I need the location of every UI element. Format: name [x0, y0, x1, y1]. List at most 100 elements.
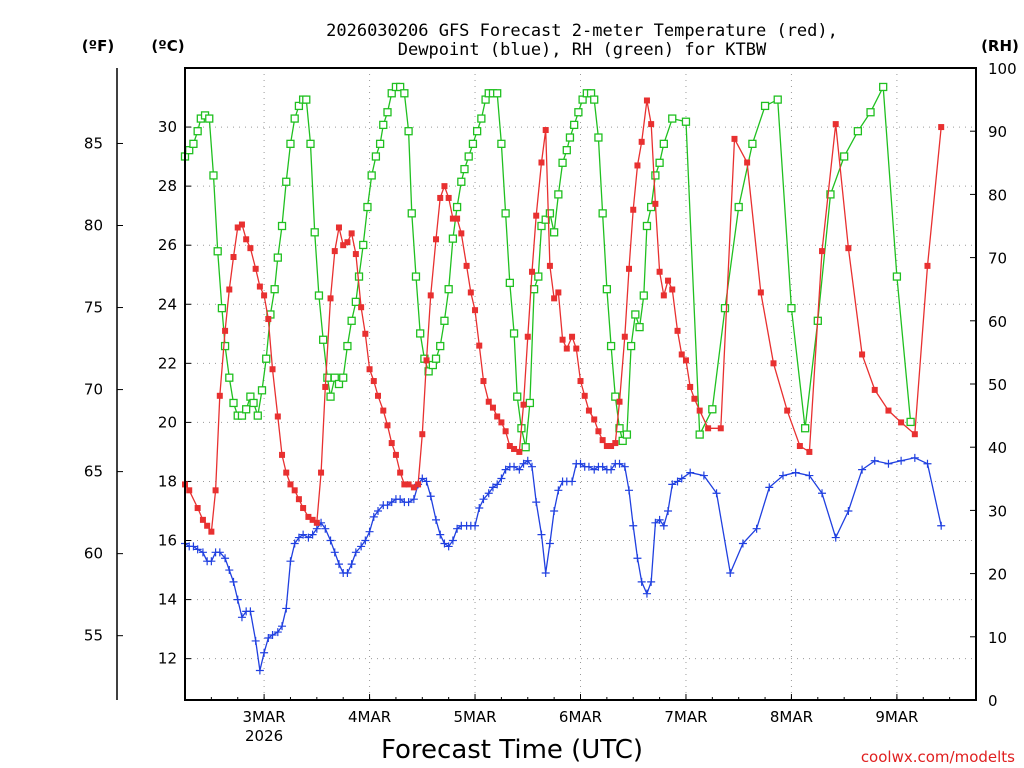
- data-point: [204, 522, 211, 529]
- data-point: [520, 401, 527, 408]
- data-point: [230, 254, 237, 261]
- data-point: [818, 489, 827, 498]
- data-point: [431, 354, 441, 363]
- data-point: [569, 333, 576, 340]
- data-point: [513, 392, 522, 401]
- data-point: [898, 419, 905, 426]
- data-point: [217, 304, 227, 313]
- data-point: [409, 495, 418, 504]
- data-point: [343, 341, 352, 351]
- data-point: [314, 291, 324, 300]
- data-point: [419, 431, 426, 438]
- data-point: [584, 462, 593, 471]
- data-point: [787, 304, 796, 313]
- series-2-meter-temperature: [182, 97, 945, 535]
- data-point: [497, 474, 506, 483]
- data-point: [334, 379, 344, 389]
- data-point: [283, 469, 290, 476]
- data-point: [686, 468, 695, 477]
- data-point: [659, 521, 668, 530]
- data-point: [844, 506, 853, 515]
- x-tick-label: 7MAR: [664, 708, 707, 726]
- data-point: [365, 527, 374, 536]
- data-point: [444, 542, 453, 551]
- data-point: [578, 95, 587, 104]
- data-point: [340, 242, 347, 249]
- data-point: [550, 506, 559, 515]
- data-point: [630, 206, 637, 213]
- data-point: [708, 405, 717, 414]
- data-point: [194, 505, 201, 512]
- data-point: [480, 378, 487, 385]
- data-point: [351, 297, 361, 306]
- data-point: [251, 636, 260, 645]
- data-point: [347, 316, 356, 325]
- data-point: [845, 245, 852, 252]
- data-point: [440, 316, 449, 325]
- data-point: [304, 533, 313, 542]
- data-point: [472, 307, 479, 314]
- data-point: [278, 622, 287, 631]
- data-point: [699, 471, 708, 480]
- celsius-axis-unit: (ºC): [151, 37, 184, 55]
- data-point: [387, 498, 396, 507]
- data-point: [290, 539, 299, 548]
- data-point: [299, 530, 308, 539]
- data-point: [189, 139, 198, 148]
- data-point: [475, 504, 484, 513]
- data-point: [310, 228, 319, 237]
- data-point: [621, 333, 628, 340]
- data-point: [695, 430, 704, 439]
- data-point: [506, 443, 513, 450]
- data-point: [618, 436, 627, 446]
- data-point: [620, 462, 629, 471]
- rh-tick-label: 40: [988, 439, 1007, 457]
- x-axis-label: Forecast Time (UTC): [381, 735, 643, 765]
- data-point: [432, 515, 441, 524]
- chart-title-line-1: 2026030206 GFS Forecast 2-meter Temperat…: [326, 21, 838, 41]
- data-point: [501, 209, 510, 218]
- data-point: [476, 342, 483, 349]
- data-point: [242, 405, 251, 414]
- data-point: [186, 487, 193, 494]
- data-point: [687, 383, 694, 390]
- data-point: [212, 487, 219, 494]
- data-point: [262, 354, 271, 363]
- credit-label: coolwx.com/modelts: [861, 748, 1015, 766]
- data-point: [261, 292, 268, 299]
- data-point: [383, 501, 392, 510]
- data-point: [573, 345, 580, 352]
- data-point: [215, 548, 224, 557]
- data-point: [655, 158, 664, 167]
- data-point: [581, 392, 588, 399]
- data-point: [274, 413, 281, 420]
- data-point: [411, 272, 421, 281]
- data-point: [778, 471, 787, 480]
- data-point: [396, 82, 405, 92]
- data-point: [615, 424, 624, 433]
- data-point: [400, 89, 409, 98]
- data-point: [696, 407, 703, 414]
- data-point: [397, 469, 404, 476]
- data-point: [233, 595, 242, 604]
- data-point: [678, 351, 685, 358]
- data-point: [784, 407, 791, 414]
- data-point: [521, 443, 530, 452]
- data-point: [269, 366, 276, 373]
- data-point: [440, 539, 449, 548]
- data-point: [655, 515, 664, 524]
- data-point: [545, 209, 555, 218]
- data-point: [577, 378, 584, 385]
- data-point: [457, 177, 466, 186]
- data-point: [348, 230, 355, 237]
- data-point: [460, 164, 469, 174]
- data-point: [371, 152, 381, 161]
- data-point: [509, 329, 519, 338]
- data-point: [765, 483, 774, 492]
- data-point: [562, 146, 571, 155]
- data-point: [404, 127, 413, 136]
- data-point: [532, 498, 541, 507]
- data-point: [326, 536, 335, 545]
- data-point: [497, 139, 506, 148]
- data-point: [651, 171, 660, 180]
